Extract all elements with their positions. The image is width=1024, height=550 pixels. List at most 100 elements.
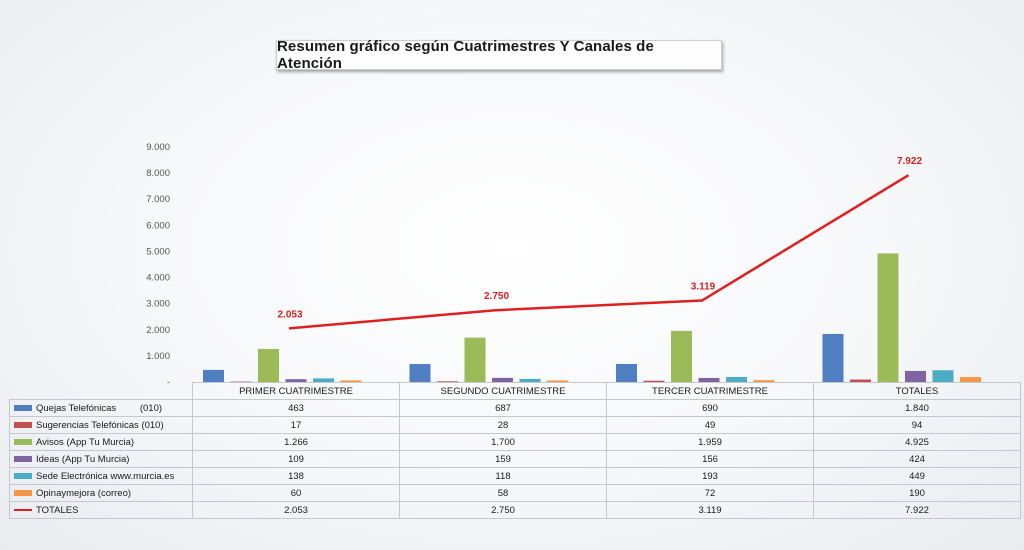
table-cell: 190 — [813, 484, 1021, 502]
table-cell: 156 — [606, 450, 814, 468]
series-name: Ideas (App Tu Murcia) — [36, 453, 130, 465]
y-tick-label: 2.000 — [146, 325, 170, 336]
table-col-header: SEGUNDO CUATRIMESTRE — [399, 382, 607, 400]
totals-data-label: 2.053 — [277, 309, 302, 320]
table-cell: 424 — [813, 450, 1021, 468]
table-cell: 687 — [399, 399, 607, 417]
y-tick-label: 1.000 — [146, 351, 170, 362]
table-cell: 463 — [192, 399, 400, 417]
table-cell: 4.925 — [813, 433, 1021, 451]
table-cell: 72 — [606, 484, 814, 502]
table-cell: 138 — [192, 467, 400, 485]
table-cell: 58 — [399, 484, 607, 502]
table-corner — [9, 382, 193, 400]
y-tick-label: 6.000 — [146, 220, 170, 231]
table-row: Quejas Telefónicas (010) 463 687 690 1.840 — [9, 399, 1021, 417]
series-name: TOTALES — [36, 504, 79, 516]
legend-key — [14, 472, 32, 479]
bar — [643, 380, 665, 382]
series-legend-cell: Sugerencias Telefónicas (010) — [9, 416, 193, 434]
data-table: PRIMER CUATRIMESTRE SEGUNDO CUATRIMESTRE… — [9, 382, 1021, 519]
bar — [850, 379, 871, 382]
totals-data-label: 2.750 — [484, 291, 509, 302]
bar — [203, 369, 224, 382]
legend-key — [14, 455, 32, 462]
table-cell: 690 — [606, 399, 814, 417]
series-name: Sede Electrónica www.murcia.es — [36, 470, 175, 482]
series-legend-cell: TOTALES — [9, 501, 193, 519]
bar — [464, 337, 486, 382]
legend-key — [14, 421, 32, 428]
y-tick-label: 5.000 — [146, 246, 170, 257]
y-tick-label: 3.000 — [146, 299, 170, 310]
table-col-header: PRIMER CUATRIMESTRE — [192, 382, 400, 400]
bar — [753, 380, 775, 382]
series-name: Quejas Telefónicas (010) — [36, 402, 163, 414]
table-row: Avisos (App Tu Murcia) 1.266 1.700 1.959 4.9… — [9, 433, 1021, 451]
table-row: Opinaymejora (correo) 60 58 72 190 — [9, 484, 1021, 502]
series-name: Avisos (App Tu Murcia) — [36, 436, 135, 448]
table-col-header: TERCER CUATRIMESTRE — [606, 382, 814, 400]
bar — [822, 333, 844, 382]
table-cell: 193 — [606, 467, 814, 485]
series-legend-cell: Sede Electrónica www.murcia.es — [9, 467, 193, 485]
table-header-row: PRIMER CUATRIMESTRE SEGUNDO CUATRIMESTRE… — [9, 382, 1021, 400]
legend-key — [14, 438, 32, 445]
totals-data-label: 7.922 — [897, 156, 922, 167]
table-row: Sede Electrónica www.murcia.es 138 118 193 4… — [9, 467, 1021, 485]
series-legend-cell: Opinaymejora (correo) — [9, 484, 193, 502]
legend-key — [14, 404, 32, 411]
y-tick-label: 9.000 — [146, 142, 170, 153]
series-name: Opinaymejora (correo) — [36, 487, 132, 499]
bar — [877, 253, 899, 382]
bar — [340, 380, 362, 382]
table-cell: 49 — [606, 416, 814, 434]
y-tick-label: 7.000 — [146, 194, 170, 205]
table-cell: 159 — [399, 450, 607, 468]
table-cell: 449 — [813, 467, 1021, 485]
table-cell: 2.750 — [399, 501, 607, 519]
table-cell: 2.053 — [192, 501, 400, 519]
table-cell: 3.119 — [606, 501, 814, 519]
series-name: Sugerencias Telefónicas (010) — [36, 419, 164, 431]
bar — [698, 377, 720, 382]
series-legend-cell: Ideas (App Tu Murcia) — [9, 450, 193, 468]
table-cell: 28 — [399, 416, 607, 434]
table-cell: 94 — [813, 416, 1021, 434]
series-legend-cell: Quejas Telefónicas (010) — [9, 399, 193, 417]
bar — [313, 378, 334, 382]
y-tick-label: 4.000 — [146, 273, 170, 284]
bar — [258, 348, 279, 382]
table-row: TOTALES 2.053 2.750 3.119 7.922 — [9, 501, 1021, 519]
table-cell: 1.700 — [399, 433, 607, 451]
table-row: Ideas (App Tu Murcia) 109 159 156 424 — [9, 450, 1021, 468]
bar — [519, 378, 541, 382]
legend-key — [14, 489, 32, 496]
table-cell: 1.840 — [813, 399, 1021, 417]
legend-key — [14, 508, 32, 511]
table-col-header: TOTALES — [813, 382, 1021, 400]
table-cell: 7.922 — [813, 501, 1021, 519]
totals-data-label: 3.119 — [691, 282, 716, 293]
bar — [285, 379, 307, 382]
bar — [492, 377, 513, 382]
table-cell: 1.266 — [192, 433, 400, 451]
bar — [230, 381, 252, 383]
table-cell: 17 — [192, 416, 400, 434]
bar — [437, 381, 458, 383]
series-legend-cell: Avisos (App Tu Murcia) — [9, 433, 193, 451]
table-cell: 109 — [192, 450, 400, 468]
table-cell: 1.959 — [606, 433, 814, 451]
bar — [547, 380, 568, 382]
bar — [671, 330, 692, 382]
bar — [726, 376, 747, 382]
totals-line — [288, 174, 910, 330]
y-tick-label: 8.000 — [146, 168, 170, 179]
bar — [932, 370, 954, 382]
chart-title-text: Resumen gráfico según Cuatrimestres Y Ca… — [277, 38, 654, 72]
bar — [409, 364, 431, 382]
bar — [616, 363, 637, 382]
table-row: Sugerencias Telefónicas (010) 17 28 49 94 — [9, 416, 1021, 434]
table-cell: 60 — [192, 484, 400, 502]
